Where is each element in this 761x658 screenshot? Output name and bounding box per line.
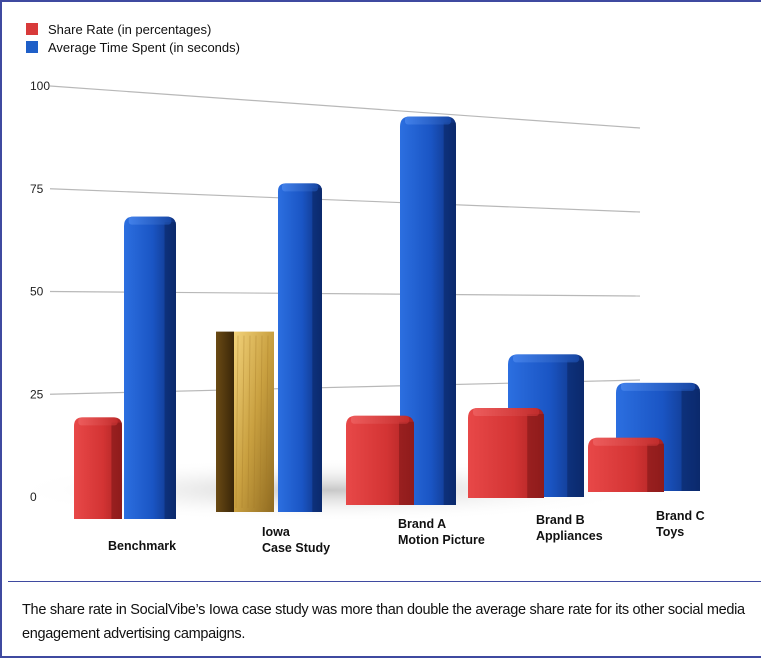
bar-share-rate-2-top: [351, 415, 409, 424]
bar-share-rate-1: [216, 331, 274, 512]
bar-share-rate-0-body: [74, 417, 122, 519]
legend-label-share-rate: Share Rate (in percentages): [48, 21, 212, 37]
gridline-75: [49, 188, 641, 213]
bar-share-rate-1-grain-1: [241, 335, 245, 509]
chart-caption: The share rate in SocialVibe’s Iowa case…: [22, 598, 761, 646]
bar-share-rate-3-top: [473, 407, 539, 416]
legend-swatch-share-rate: [26, 23, 38, 35]
caption-divider: [8, 581, 761, 582]
bar-time-spent-3-edge: [567, 360, 584, 497]
bar-time-spent-1: [278, 183, 322, 513]
legend-item-share-rate: Share Rate (in percentages): [26, 20, 240, 38]
category-label-1: Iowa Case Study: [262, 525, 330, 555]
bar-time-spent-1-body: [278, 183, 322, 513]
bar-chart: 0 25 50 75 100 Benchmark Iowa Case Study Brand A…: [10, 79, 705, 555]
category-label-0: Benchmark: [108, 539, 176, 553]
bar-time-spent-0: [124, 216, 176, 520]
bar-share-rate-3-body: [468, 407, 544, 498]
bar-share-rate-1-face: [234, 331, 274, 512]
bar-time-spent-0-body: [124, 216, 176, 520]
bar-share-rate-0: [74, 417, 122, 519]
legend-swatch-time-spent: [26, 41, 38, 53]
bar-time-spent-0-top: [128, 216, 172, 225]
y-tick-label-25: 25: [30, 387, 44, 401]
bar-share-rate-4: [588, 437, 664, 492]
bar-share-rate-1-grain-5: [265, 335, 269, 509]
gridline-100: [49, 85, 641, 129]
bar-share-rate-3-edge: [527, 413, 544, 498]
caption-line-1: The share rate in SocialVibe’s Iowa case…: [22, 602, 745, 618]
bar-time-spent-1-top: [281, 183, 319, 192]
bar-time-spent-2-body: [400, 116, 456, 505]
bar-time-spent-1-edge: [312, 188, 322, 512]
bar-share-rate-4-edge: [647, 443, 664, 492]
legend-item-time-spent: Average Time Spent (in seconds): [26, 38, 240, 56]
bar-share-rate-1-grain-0: [235, 335, 239, 509]
bar-share-rate-2-body: [346, 415, 414, 505]
bar-share-rate-2-edge: [399, 421, 414, 505]
bar-time-spent-0-edge: [164, 222, 176, 519]
bar-share-rate-0-top: [78, 417, 118, 426]
bar-share-rate-0-edge: [111, 422, 122, 519]
bar-share-rate-3: [468, 407, 544, 498]
category-label-4: Brand C Toys: [656, 509, 705, 539]
legend-label-time-spent: Average Time Spent (in seconds): [48, 39, 240, 55]
bar-time-spent-4-edge: [681, 388, 700, 491]
legend: Share Rate (in percentages) Average Time…: [26, 20, 240, 56]
bar-time-spent-3-top: [513, 354, 579, 363]
y-tick-label-100: 100: [30, 79, 50, 93]
y-tick-label-75: 75: [30, 182, 44, 196]
bar-time-spent-2-edge: [443, 122, 456, 505]
bar-share-rate-1-grain-4: [259, 335, 263, 509]
bar-time-spent-4-top: [621, 382, 695, 391]
category-label-3: Brand B Appliances: [536, 513, 603, 543]
bar-share-rate-2: [346, 415, 414, 505]
bar-share-rate-1-grain-2: [247, 335, 251, 509]
bar-share-rate-1-grain-3: [253, 335, 257, 509]
bar-time-spent-2: [400, 116, 456, 505]
caption-line-2: engagement advertising campaigns.: [22, 626, 246, 642]
y-tick-label-50: 50: [30, 285, 44, 299]
bar-time-spent-2-top: [405, 116, 451, 125]
y-tick-label-0: 0: [30, 490, 37, 504]
category-label-2: Brand A Motion Picture: [398, 517, 485, 547]
bar-share-rate-4-body: [588, 437, 664, 492]
bar-share-rate-1-side: [216, 331, 234, 512]
bar-share-rate-4-top: [593, 437, 659, 446]
